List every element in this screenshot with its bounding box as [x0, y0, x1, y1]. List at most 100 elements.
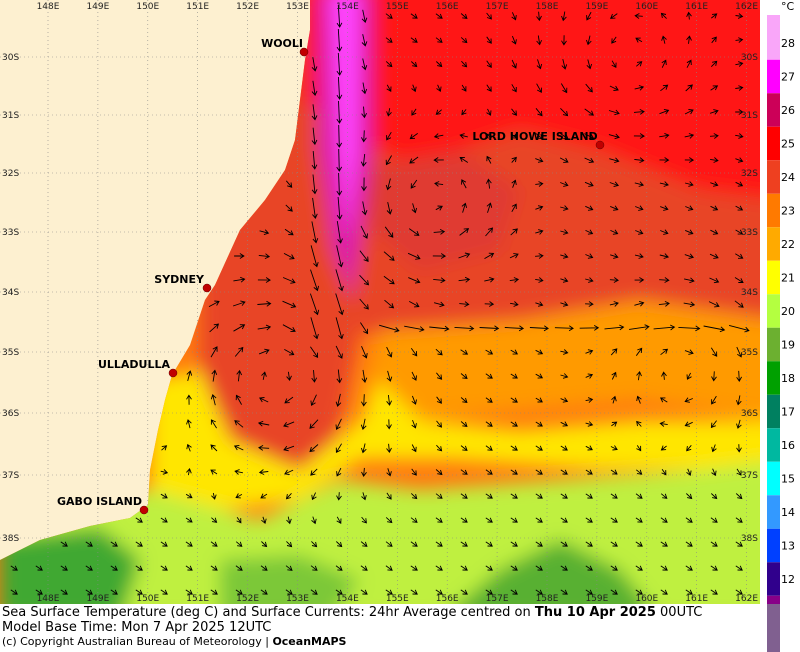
current-arrow: [360, 225, 368, 239]
current-arrow: [435, 589, 443, 595]
current-arrow: [685, 229, 694, 235]
current-arrow: [85, 541, 93, 547]
colorbar-label: 20: [781, 305, 795, 318]
current-arrow: [709, 109, 719, 115]
current-arrow: [484, 252, 495, 259]
current-arrow: [535, 181, 544, 187]
current-arrow: [433, 277, 446, 284]
current-arrow: [586, 59, 593, 70]
colorbar-swatch: [767, 294, 780, 328]
current-arrow: [584, 157, 595, 164]
colorbar-label: 14: [781, 506, 795, 519]
current-arrow: [386, 419, 392, 430]
current-arrow: [361, 58, 368, 71]
current-arrow: [411, 203, 418, 214]
current-arrow: [634, 13, 643, 19]
current-arrow: [485, 517, 493, 523]
caption-text: (c) Copyright Australian Bureau of Meteo…: [2, 635, 269, 648]
current-arrow: [210, 444, 218, 452]
colorbar-label: 27: [781, 71, 795, 84]
current-arrow: [585, 517, 593, 523]
lon-label: 162E: [735, 2, 758, 12]
current-arrow: [684, 181, 694, 187]
current-arrow: [710, 181, 719, 187]
current-arrow: [535, 445, 543, 451]
current-arrow: [734, 277, 744, 283]
current-arrow: [609, 277, 619, 283]
current-arrow: [361, 106, 368, 119]
current-arrow: [407, 252, 421, 260]
current-arrow: [386, 370, 393, 382]
current-arrow: [635, 565, 643, 571]
current-arrow: [736, 346, 743, 358]
current-arrow: [658, 300, 670, 307]
current-arrow: [611, 36, 617, 44]
current-arrow: [486, 84, 492, 92]
current-arrow: [410, 13, 418, 19]
current-arrow: [160, 589, 168, 595]
current-arrow: [411, 371, 417, 381]
current-arrow: [560, 107, 569, 117]
current-arrow: [35, 589, 43, 595]
current-arrow: [484, 301, 495, 307]
current-arrow: [360, 565, 368, 571]
current-arrow: [234, 469, 243, 475]
current-arrow: [186, 419, 192, 429]
current-arrow: [511, 35, 517, 45]
current-arrow: [211, 492, 217, 500]
current-arrow: [312, 197, 318, 219]
current-arrow: [510, 445, 518, 451]
current-arrow: [510, 228, 518, 236]
current-arrow: [678, 325, 701, 332]
place-marker: [202, 283, 212, 293]
current-arrow: [361, 177, 367, 192]
current-arrow: [636, 420, 642, 427]
current-arrow: [435, 348, 443, 356]
lon-label: 156E: [436, 2, 459, 12]
current-arrow: [504, 325, 525, 332]
current-arrow: [360, 443, 367, 454]
current-arrow: [311, 104, 318, 121]
current-arrow: [336, 4, 343, 28]
current-arrow: [261, 541, 268, 548]
current-arrow: [383, 251, 395, 261]
current-arrow: [635, 37, 643, 43]
current-arrow: [385, 13, 393, 19]
lon-label: 160E: [635, 594, 658, 604]
current-arrow: [710, 541, 718, 547]
lat-label: 31S: [2, 111, 19, 121]
current-arrow: [685, 541, 693, 547]
current-arrow: [411, 84, 417, 93]
lon-label: 149E: [86, 2, 109, 12]
current-arrow: [286, 541, 293, 548]
current-arrow: [584, 108, 594, 116]
lat-label: 37S: [741, 471, 758, 481]
lon-label: 162E: [735, 594, 758, 604]
lat-label: 35S: [741, 348, 758, 358]
current-arrow: [408, 277, 421, 284]
current-arrow: [436, 420, 443, 428]
current-arrow: [735, 565, 743, 571]
current-arrow: [510, 565, 518, 571]
current-arrow: [408, 228, 420, 236]
current-arrow: [282, 300, 297, 308]
current-arrow: [234, 420, 244, 428]
current-arrow: [560, 517, 568, 523]
lon-label: 157E: [486, 2, 509, 12]
current-arrow: [361, 130, 367, 143]
current-arrow: [736, 468, 742, 476]
current-arrow: [561, 35, 567, 46]
current-arrow: [258, 348, 270, 355]
current-arrow: [660, 493, 668, 499]
current-arrow: [409, 156, 419, 164]
current-arrow: [186, 394, 192, 405]
current-arrow: [110, 589, 118, 595]
current-arrow: [708, 301, 720, 308]
current-arrow: [435, 13, 443, 19]
current-arrow: [629, 324, 650, 331]
current-arrow: [336, 221, 343, 244]
current-arrow: [710, 589, 718, 595]
current-arrow: [35, 565, 43, 571]
current-arrow: [484, 276, 495, 283]
current-arrow: [310, 346, 319, 359]
